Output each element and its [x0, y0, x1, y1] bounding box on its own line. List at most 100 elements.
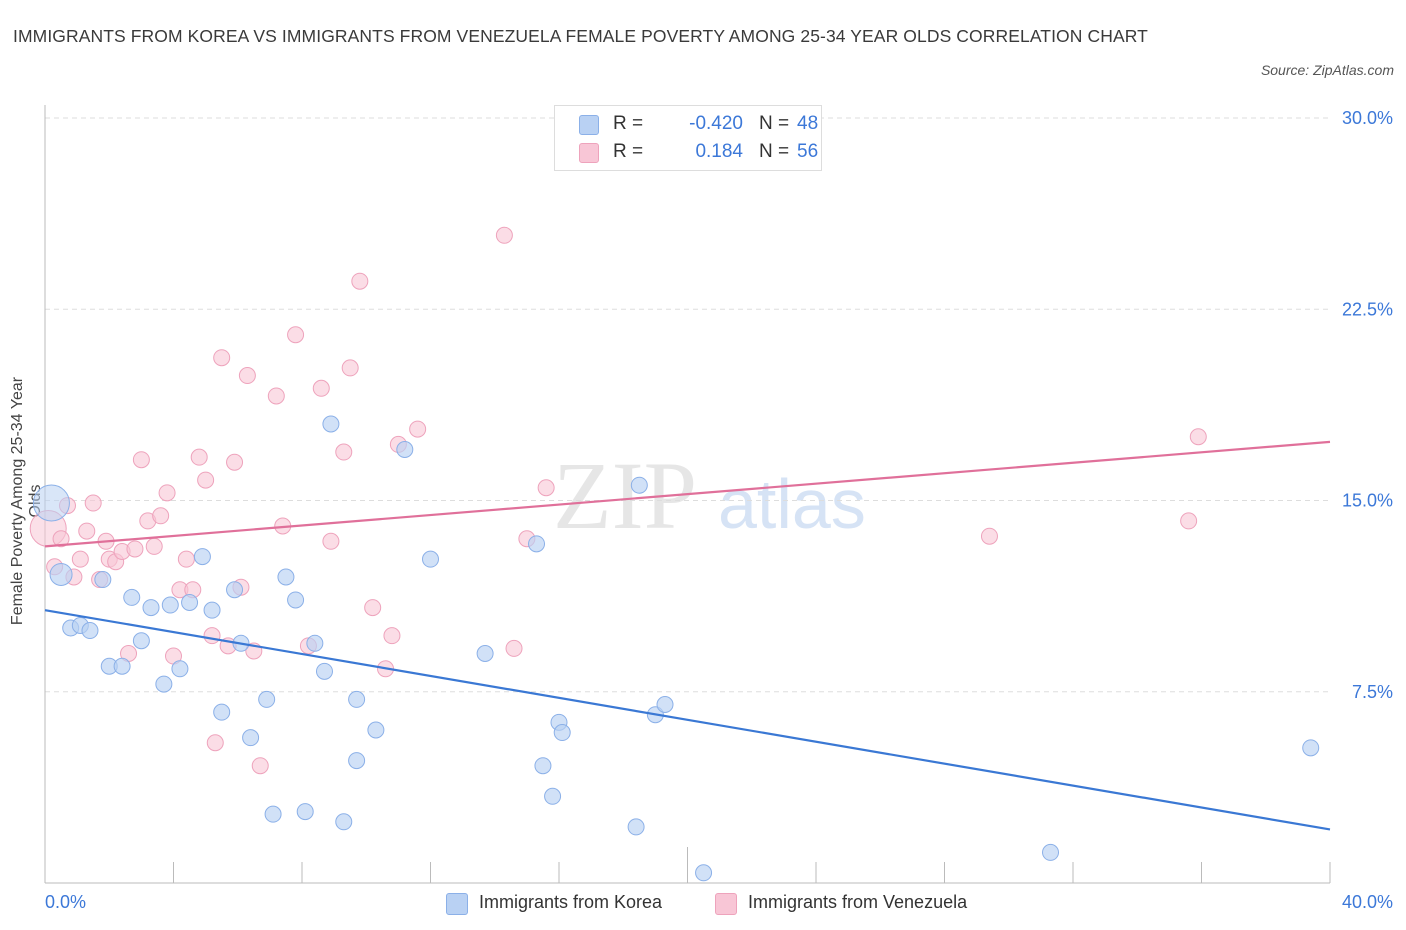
venezuela-point[interactable] [52, 530, 70, 548]
korea-point[interactable] [181, 594, 199, 611]
venezuela-point[interactable] [71, 550, 89, 568]
venezuela-point[interactable] [537, 479, 555, 497]
venezuela-point[interactable] [206, 734, 224, 752]
korea-point[interactable] [553, 724, 571, 742]
venezuela-point[interactable] [203, 627, 221, 645]
korea-point[interactable] [161, 596, 179, 614]
venezuela-point[interactable] [152, 507, 170, 525]
korea-point[interactable] [81, 622, 99, 640]
korea-point[interactable] [630, 476, 648, 494]
korea-point[interactable] [226, 581, 244, 599]
korea-points [32, 415, 1320, 882]
r-label: R = [613, 141, 644, 162]
n-value: 48 [797, 113, 819, 134]
korea-point[interactable] [193, 548, 211, 566]
r-label: R = [613, 113, 644, 134]
venezuela-swatch [715, 893, 737, 915]
venezuela-point[interactable] [409, 420, 427, 438]
venezuela-point[interactable] [1189, 428, 1207, 446]
grid-lines [45, 117, 1330, 693]
korea-point[interactable] [277, 568, 295, 586]
venezuela-point[interactable] [495, 226, 513, 244]
korea-swatch [446, 893, 468, 915]
korea-point[interactable] [242, 729, 260, 747]
korea-point[interactable] [264, 805, 282, 823]
korea-point[interactable] [476, 645, 494, 662]
venezuela-point[interactable] [341, 359, 359, 377]
korea-point[interactable] [322, 415, 340, 433]
korea-point[interactable] [315, 662, 333, 680]
korea-point[interactable] [367, 721, 385, 739]
korea-point[interactable] [171, 660, 189, 678]
korea-point[interactable] [123, 588, 141, 606]
venezuela-point[interactable] [267, 387, 285, 405]
korea-point[interactable] [142, 599, 160, 617]
venezuela-point[interactable] [84, 494, 102, 512]
venezuela-point[interactable] [312, 379, 330, 397]
venezuela-point[interactable] [177, 550, 195, 568]
venezuela-point[interactable] [213, 349, 231, 367]
venezuela-point[interactable] [197, 471, 215, 489]
korea-trend-line [44, 609, 1331, 831]
korea-point[interactable] [113, 657, 131, 675]
korea-swatch [579, 115, 599, 135]
korea-point[interactable] [287, 591, 305, 609]
korea-point[interactable] [627, 818, 645, 836]
legend-label: Immigrants from Venezuela [748, 892, 968, 912]
korea-point[interactable] [155, 675, 173, 693]
n-label: N = [759, 113, 790, 134]
venezuela-point[interactable] [78, 522, 96, 540]
korea-point[interactable] [213, 703, 231, 721]
venezuela-point[interactable] [287, 326, 305, 344]
y-tick-label: 22.5% [1342, 299, 1393, 319]
n-value: 56 [797, 141, 819, 162]
stats-legend: R = -0.420 N = 48 R = 0.184 N = 56 [554, 105, 822, 171]
chart-title: IMMIGRANTS FROM KOREA VS IMMIGRANTS FROM… [13, 26, 1148, 46]
korea-point[interactable] [94, 571, 112, 589]
venezuela-point[interactable] [1180, 512, 1198, 530]
korea-point[interactable] [544, 787, 562, 805]
korea-point[interactable] [258, 690, 276, 708]
korea-point[interactable] [656, 696, 674, 713]
venezuela-point[interactable] [505, 639, 523, 657]
venezuela-point[interactable] [190, 448, 208, 466]
venezuela-point[interactable] [251, 757, 269, 775]
venezuela-point[interactable] [351, 272, 369, 290]
venezuela-point[interactable] [158, 484, 176, 502]
venezuela-swatch [579, 143, 599, 163]
x-tick-label: 40.0% [1342, 892, 1393, 912]
korea-point[interactable] [1302, 739, 1320, 757]
venezuela-point[interactable] [980, 527, 998, 545]
venezuela-point[interactable] [126, 540, 144, 558]
venezuela-point[interactable] [145, 537, 163, 555]
source-label: Source: ZipAtlas.com [1260, 62, 1394, 78]
korea-point[interactable] [132, 632, 150, 650]
venezuela-point[interactable] [383, 627, 401, 645]
korea-point[interactable] [1042, 843, 1060, 861]
r-value: -0.420 [689, 113, 743, 134]
venezuela-point[interactable] [226, 453, 244, 471]
korea-point[interactable] [203, 601, 221, 619]
venezuela-point[interactable] [322, 532, 340, 550]
r-value: 0.184 [695, 141, 743, 162]
venezuela-point[interactable] [238, 367, 256, 385]
korea-point[interactable] [695, 864, 713, 882]
korea-point[interactable] [296, 803, 314, 821]
korea-point[interactable] [528, 535, 546, 553]
korea-point[interactable] [348, 690, 366, 708]
korea-point[interactable] [396, 441, 414, 458]
korea-point[interactable] [348, 752, 366, 770]
korea-point[interactable] [335, 813, 353, 831]
venezuela-point[interactable] [132, 451, 150, 469]
venezuela-point[interactable] [364, 599, 382, 617]
korea-point[interactable] [534, 757, 552, 775]
series-legend: Immigrants from Korea Immigrants from Ve… [0, 888, 1406, 916]
korea-point[interactable] [32, 484, 70, 522]
korea-point[interactable] [422, 550, 439, 568]
korea-point[interactable] [306, 634, 324, 652]
korea-point[interactable] [49, 562, 73, 586]
y-tick-label: 30.0% [1342, 108, 1393, 128]
x-tick-label: 0.0% [45, 892, 86, 912]
venezuela-point[interactable] [335, 443, 353, 461]
